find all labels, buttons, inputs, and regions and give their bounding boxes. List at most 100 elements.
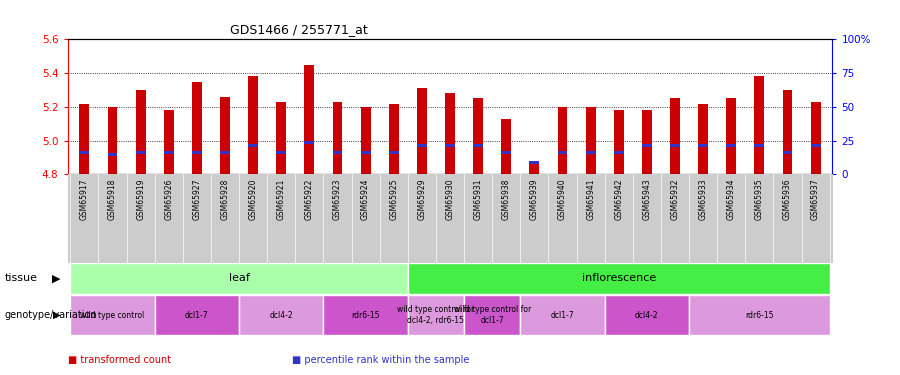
Text: dcl4-2: dcl4-2 <box>635 310 659 320</box>
Text: GDS1466 / 255771_at: GDS1466 / 255771_at <box>230 22 367 36</box>
Bar <box>811 144 821 147</box>
Text: GSM65920: GSM65920 <box>248 179 257 220</box>
Bar <box>558 151 567 154</box>
Text: GSM65943: GSM65943 <box>643 179 652 220</box>
Bar <box>239 295 323 335</box>
Bar <box>726 98 736 174</box>
Bar <box>698 104 708 174</box>
Bar <box>586 151 596 154</box>
Bar <box>586 107 596 174</box>
Text: dcl4-2: dcl4-2 <box>269 310 293 320</box>
Bar <box>70 295 155 335</box>
Bar <box>108 153 117 156</box>
Bar <box>670 144 680 147</box>
Text: tissue: tissue <box>4 273 38 284</box>
Bar <box>361 151 371 154</box>
Text: GSM65928: GSM65928 <box>220 179 230 220</box>
Bar <box>304 64 314 174</box>
Bar <box>417 144 427 147</box>
Bar <box>164 151 174 154</box>
Bar <box>642 110 652 174</box>
Text: GSM65938: GSM65938 <box>501 179 510 220</box>
Text: wild type control for
dcl4-2, rdr6-15: wild type control for dcl4-2, rdr6-15 <box>397 305 474 325</box>
Text: genotype/variation: genotype/variation <box>4 310 97 320</box>
Text: GSM65937: GSM65937 <box>811 179 820 220</box>
Bar <box>529 161 539 174</box>
Text: GSM65931: GSM65931 <box>473 179 482 220</box>
Bar <box>220 97 230 174</box>
Text: GSM65925: GSM65925 <box>389 179 398 220</box>
Bar <box>323 295 408 335</box>
Bar <box>520 295 605 335</box>
Text: ■ transformed count: ■ transformed count <box>68 355 171 365</box>
Text: GSM65919: GSM65919 <box>136 179 145 220</box>
Bar <box>79 151 89 154</box>
Bar <box>248 144 258 147</box>
Text: GSM65918: GSM65918 <box>108 179 117 220</box>
Text: GSM65933: GSM65933 <box>698 179 707 220</box>
Text: GSM65922: GSM65922 <box>305 179 314 220</box>
Bar <box>192 82 202 174</box>
Bar <box>276 151 286 154</box>
Text: GSM65935: GSM65935 <box>755 179 764 220</box>
Bar <box>408 295 464 335</box>
Text: ▶: ▶ <box>52 273 60 284</box>
Bar <box>136 151 146 154</box>
Text: GSM65929: GSM65929 <box>418 179 427 220</box>
Bar <box>811 102 821 174</box>
Bar <box>464 295 520 335</box>
Bar <box>361 107 371 174</box>
Bar <box>558 107 567 174</box>
Bar <box>529 161 539 164</box>
Bar <box>642 144 652 147</box>
Text: ■ percentile rank within the sample: ■ percentile rank within the sample <box>292 355 470 365</box>
Bar <box>389 104 399 174</box>
Bar <box>417 88 427 174</box>
Bar <box>108 107 117 174</box>
Bar <box>783 151 792 154</box>
Bar <box>446 93 454 174</box>
Text: ▶: ▶ <box>53 310 60 320</box>
Text: wild type control: wild type control <box>80 310 145 320</box>
Bar <box>248 76 258 174</box>
Text: rdr6-15: rdr6-15 <box>745 310 774 320</box>
Bar <box>614 151 624 154</box>
Bar <box>155 295 239 335</box>
Text: rdr6-15: rdr6-15 <box>351 310 380 320</box>
Bar <box>605 295 689 335</box>
Bar <box>389 151 399 154</box>
Bar <box>408 263 830 294</box>
Bar <box>614 110 624 174</box>
Text: GSM65942: GSM65942 <box>614 179 623 220</box>
Text: GSM65940: GSM65940 <box>558 179 567 220</box>
Text: wild type control for
dcl1-7: wild type control for dcl1-7 <box>454 305 531 325</box>
Text: GSM65936: GSM65936 <box>783 179 792 220</box>
Text: inflorescence: inflorescence <box>581 273 656 284</box>
Text: GSM65930: GSM65930 <box>446 179 454 220</box>
Bar <box>164 110 174 174</box>
Bar <box>70 263 408 294</box>
Text: GSM65927: GSM65927 <box>193 179 202 220</box>
Text: GSM65921: GSM65921 <box>277 179 286 220</box>
Text: dcl1-7: dcl1-7 <box>185 310 209 320</box>
Bar <box>689 295 830 335</box>
Text: GSM65941: GSM65941 <box>586 179 595 220</box>
Bar <box>698 144 708 147</box>
Text: GSM65934: GSM65934 <box>726 179 735 220</box>
Bar <box>754 76 764 174</box>
Text: GSM65923: GSM65923 <box>333 179 342 220</box>
Text: dcl1-7: dcl1-7 <box>551 310 574 320</box>
Text: GSM65939: GSM65939 <box>530 179 539 220</box>
Bar <box>726 144 736 147</box>
Bar <box>473 144 483 147</box>
Bar <box>783 90 792 174</box>
Bar <box>473 98 483 174</box>
Text: GSM65917: GSM65917 <box>80 179 89 220</box>
Text: GSM65924: GSM65924 <box>361 179 370 220</box>
Bar <box>501 118 511 174</box>
Bar <box>754 144 764 147</box>
Bar <box>276 102 286 174</box>
Text: leaf: leaf <box>229 273 249 284</box>
Bar <box>79 104 89 174</box>
Text: GSM65926: GSM65926 <box>164 179 173 220</box>
